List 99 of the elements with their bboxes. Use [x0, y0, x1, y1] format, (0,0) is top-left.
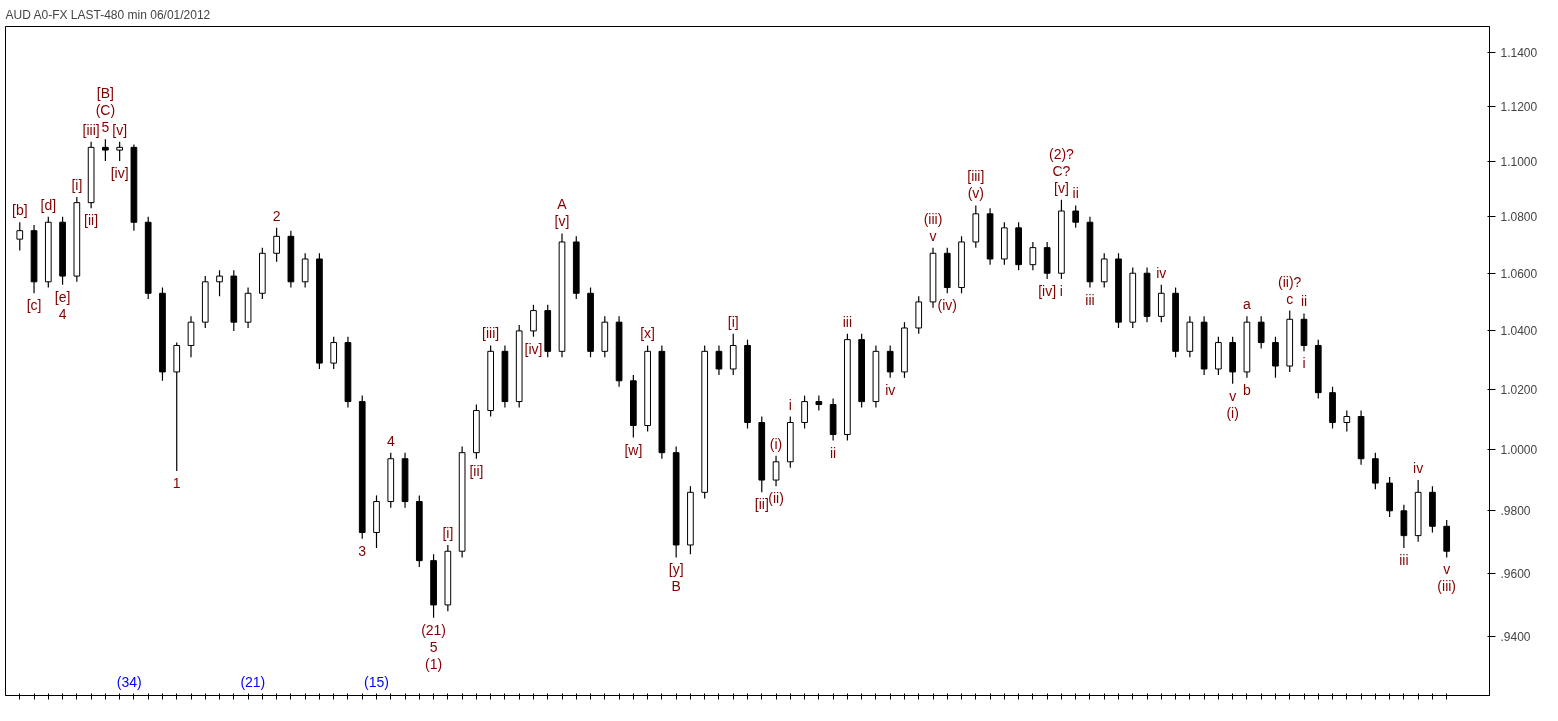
- candlestick: [1100, 252, 1108, 289]
- candlestick: [715, 344, 723, 376]
- y-tick-label: 1.1000: [1500, 154, 1538, 169]
- candlestick: [1029, 241, 1037, 271]
- annotation: ii: [830, 444, 837, 461]
- annotation: [b]: [11, 202, 28, 219]
- annotation: [iv]: [110, 165, 129, 182]
- annotation: [i]: [442, 524, 454, 541]
- candlestick: [330, 336, 338, 370]
- annotation: [y]: [668, 561, 684, 578]
- annotation: (ii): [768, 490, 784, 507]
- annotation: (21): [421, 621, 447, 638]
- annotation: [iv]: [524, 340, 543, 357]
- annotation: a: [1243, 296, 1252, 313]
- candlestick: [187, 315, 195, 358]
- annotation: [w]: [624, 441, 643, 458]
- annotation: 1: [172, 474, 181, 491]
- annotation: 5: [429, 638, 438, 655]
- y-tick-label: 1.1200: [1500, 100, 1538, 115]
- annotation: [e]: [54, 288, 71, 305]
- y-tick-label: 1.0800: [1500, 210, 1538, 225]
- annotation: iii: [1085, 291, 1095, 308]
- y-tick-label: .9400: [1500, 630, 1531, 645]
- candlestick: [216, 269, 223, 297]
- annotation: iii: [842, 313, 853, 330]
- y-tick-label: 1.1400: [1500, 46, 1538, 61]
- annotation: [iii]: [482, 325, 500, 342]
- annotation: [c]: [26, 297, 42, 314]
- annotation: c: [1286, 290, 1294, 307]
- annotation: [v]: [112, 121, 128, 138]
- candlestick: [102, 138, 109, 162]
- annotation: iv: [885, 381, 896, 398]
- y-tick-label: 1.0600: [1500, 266, 1538, 281]
- annotation: [ii]: [754, 496, 769, 513]
- annotation: i: [1059, 282, 1063, 299]
- annotation: [ii]: [84, 212, 99, 229]
- annotation: iii: [1399, 552, 1409, 569]
- candlestick: [16, 221, 24, 252]
- annotation: (iii): [923, 210, 943, 227]
- annotation: (iii): [1437, 578, 1457, 595]
- annotation: (C): [95, 102, 116, 119]
- annotation: b: [1243, 381, 1252, 398]
- candlestick: [1343, 409, 1351, 433]
- annotation: v: [1229, 387, 1237, 404]
- y-tick-label: .9800: [1500, 504, 1531, 519]
- candlestick: [530, 304, 537, 338]
- annotation: i: [788, 396, 792, 413]
- annotation: v: [1443, 561, 1451, 578]
- annotation: [i]: [727, 313, 739, 330]
- annotation: [i]: [71, 177, 83, 194]
- annotation: [v]: [554, 213, 570, 230]
- candlestick: [301, 252, 309, 289]
- y-tick-label: 1.0000: [1500, 443, 1538, 458]
- annotation: (15): [364, 673, 389, 690]
- annotation: (i): [769, 435, 783, 452]
- annotation: (34): [116, 673, 142, 690]
- annotation: (1): [425, 655, 443, 672]
- candlestick: [116, 141, 124, 162]
- annotation: iv: [1413, 460, 1424, 477]
- candlestick: [1257, 315, 1265, 350]
- annotation: 4: [58, 305, 67, 322]
- annotation: (iv): [937, 297, 957, 314]
- annotation: (21): [240, 673, 266, 690]
- annotation: v: [929, 227, 937, 244]
- annotation: 4: [386, 432, 395, 449]
- chart-title: AUD A0-FX LAST-480 min 06/01/2012: [5, 7, 211, 22]
- annotation: 5: [101, 119, 110, 136]
- candlestick: [1072, 204, 1080, 229]
- annotation: (v): [967, 185, 984, 202]
- annotation: (2)?: [1048, 145, 1075, 162]
- y-tick-label: 1.0200: [1500, 383, 1538, 398]
- annotation: (ii)?: [1278, 273, 1302, 290]
- annotation: ii: [1300, 293, 1308, 310]
- annotation: C?: [1052, 162, 1071, 179]
- annotation: i: [1302, 355, 1306, 372]
- annotation: ii: [1072, 185, 1079, 202]
- candlestick: [1272, 336, 1279, 379]
- y-tick-label: 1.0400: [1500, 324, 1538, 339]
- annotation: [iii]: [82, 121, 100, 138]
- y-tick-label: .9600: [1500, 566, 1531, 581]
- candlestick: [273, 227, 280, 263]
- annotation: 3: [358, 542, 367, 559]
- candlestick: [729, 333, 737, 376]
- annotation: [v]: [1054, 179, 1069, 196]
- annotation: [d]: [40, 196, 57, 213]
- annotation: iv: [1156, 264, 1167, 281]
- candlestick: [772, 455, 780, 487]
- annotation: [ii]: [469, 462, 484, 479]
- annotation: [x]: [640, 325, 656, 342]
- candlestick: [1157, 284, 1165, 323]
- annotation: [iv]: [1038, 282, 1057, 299]
- annotation: [B]: [96, 85, 114, 102]
- candlestick: [886, 344, 894, 379]
- annotation: 2: [272, 207, 281, 224]
- annotation: [iii]: [967, 168, 985, 185]
- annotation: (i): [1226, 404, 1239, 421]
- annotation: A: [557, 196, 568, 213]
- candlestick: [801, 395, 808, 430]
- annotation: B: [671, 578, 681, 595]
